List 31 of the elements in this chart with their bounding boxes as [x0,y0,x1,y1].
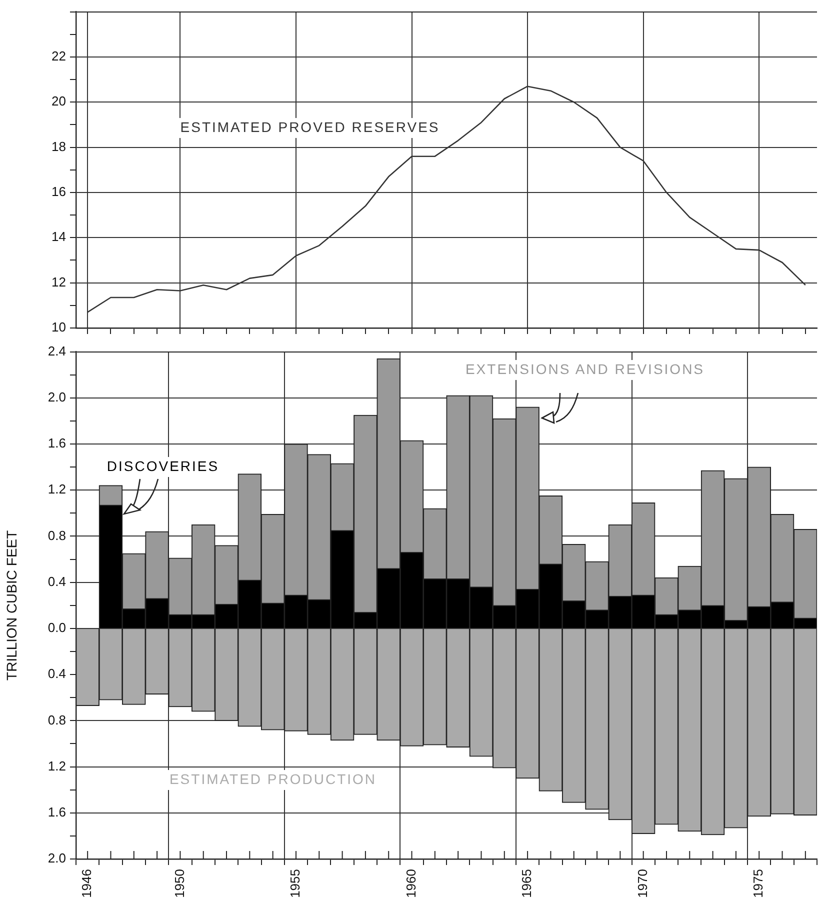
y-tick-label: 0.4 [48,666,66,682]
y-tick-label: 0.0 [48,620,66,636]
x-tick-label: 1970 [634,869,650,898]
x-tick-label: 1965 [519,869,534,898]
y-axis-title: TRILLION CUBIC FEET [3,530,20,680]
y-tick-label: 2.0 [48,850,66,866]
x-tick-label: 1960 [403,869,418,898]
x-tick-label: 1955 [288,869,303,898]
y-tick-label: 0.4 [48,574,66,589]
y-tick-label: 1.2 [48,482,66,497]
y-tick-label: 0.8 [48,528,66,543]
text: ESTIMATED PRODUCTION [169,770,377,787]
y-tick-label: 1.6 [48,436,66,451]
y-tick-label: 12 [52,274,66,290]
y-tick-label: 0.8 [48,712,66,728]
y-tick-label: 2.4 [48,343,66,358]
y-tick-label: 18 [52,138,66,154]
y-tick-label: 2.0 [48,389,66,404]
series-label: EXTENSIONS AND REVISIONS [465,360,705,377]
y-tick-label: 16 [52,184,66,200]
y-tick-label: 20 [52,94,66,109]
y-tick-label: 10 [52,320,66,335]
y-tick-label: 1.2 [48,758,66,774]
y-tick-label: 1.6 [48,804,66,820]
series-label: ESTIMATED PROVED RESERVES [180,118,440,135]
x-tick-label: 1950 [172,869,187,898]
text: DISCOVERIES [106,458,220,474]
y-tick-label: 22 [52,48,66,64]
x-tick-label: 1946 [79,869,94,898]
x-tick-label: 1975 [750,869,766,898]
y-tick-label: 14 [52,229,66,244]
